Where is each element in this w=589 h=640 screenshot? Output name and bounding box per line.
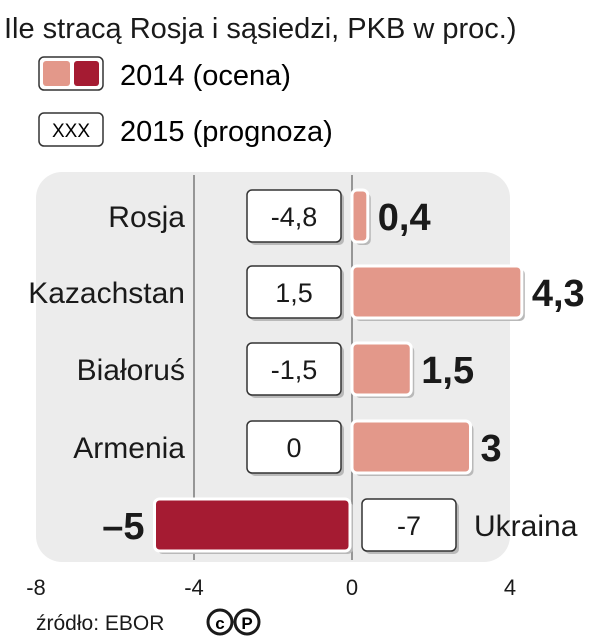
legend-label-2014: 2014 (ocena) [120,60,291,92]
value-label-2014-0: 0,4 [378,197,431,239]
box-2015-0 [246,189,342,243]
bars-2014 [153,188,525,554]
bar-2014-3 [350,419,472,475]
value-labels-2014: 0,44,31,53–5 [102,197,584,548]
legend-label-2015: 2015 (prognoza) [120,116,333,148]
bar-2014-4 [153,497,352,553]
box-2015-4 [361,498,457,552]
bar-2014-1 [350,264,524,320]
category-label-4: Ukraina [474,510,578,543]
value-label-2015-0: -4,8 [271,202,318,232]
bar-2014-2 [350,341,413,397]
copyright-p-icon: P [233,608,261,636]
value-label-2015-1: 1,5 [275,278,313,308]
svg-text:P: P [241,614,252,633]
x-tick-label: -4 [184,575,204,600]
source-note: źródło: EBOR [36,612,164,635]
category-labels: Rosja Kazachstan Białoruś Armenia Ukraina [28,201,577,543]
box-2015-2 [246,342,342,396]
legend-swatch-2015: XXX [38,112,104,147]
x-tick-label: 0 [346,575,358,600]
value-label-2014-2: 1,5 [421,350,474,392]
x-tick-label: -8 [26,575,46,600]
x-tick-label: 4 [504,575,516,600]
box-2015-1 [246,265,342,319]
value-label-2015-3: 0 [286,433,301,463]
x-axis-ticks: -8 -4 0 4 [26,575,516,600]
bar-2014-0 [350,188,370,244]
box-2015-3 [246,420,342,474]
value-label-2014-4: –5 [102,506,144,548]
category-label-0: Rosja [108,201,185,234]
legend-swatch-2014 [38,56,104,91]
svg-text:c: c [215,614,224,633]
chart-title: Ile stracą Rosja i sąsiedzi, PKB w proc.… [4,13,517,45]
category-label-2: Białoruś [77,354,185,387]
legend-swatch-text: XXX [52,121,90,142]
value-label-2014-1: 4,3 [532,273,585,315]
cc-icon: c [206,608,234,636]
value-label-2015-2: -1,5 [271,355,318,385]
boxes-2015: -4,8 1,5 -1,5 0 -7 [246,189,459,554]
value-label-2015-4: -7 [397,511,421,541]
category-label-3: Armenia [73,432,185,465]
value-label-2014-3: 3 [481,428,502,470]
category-label-1: Kazachstan [28,277,185,310]
legend: 2014 (ocena) XXX 2015 (prognoza) [38,56,333,148]
